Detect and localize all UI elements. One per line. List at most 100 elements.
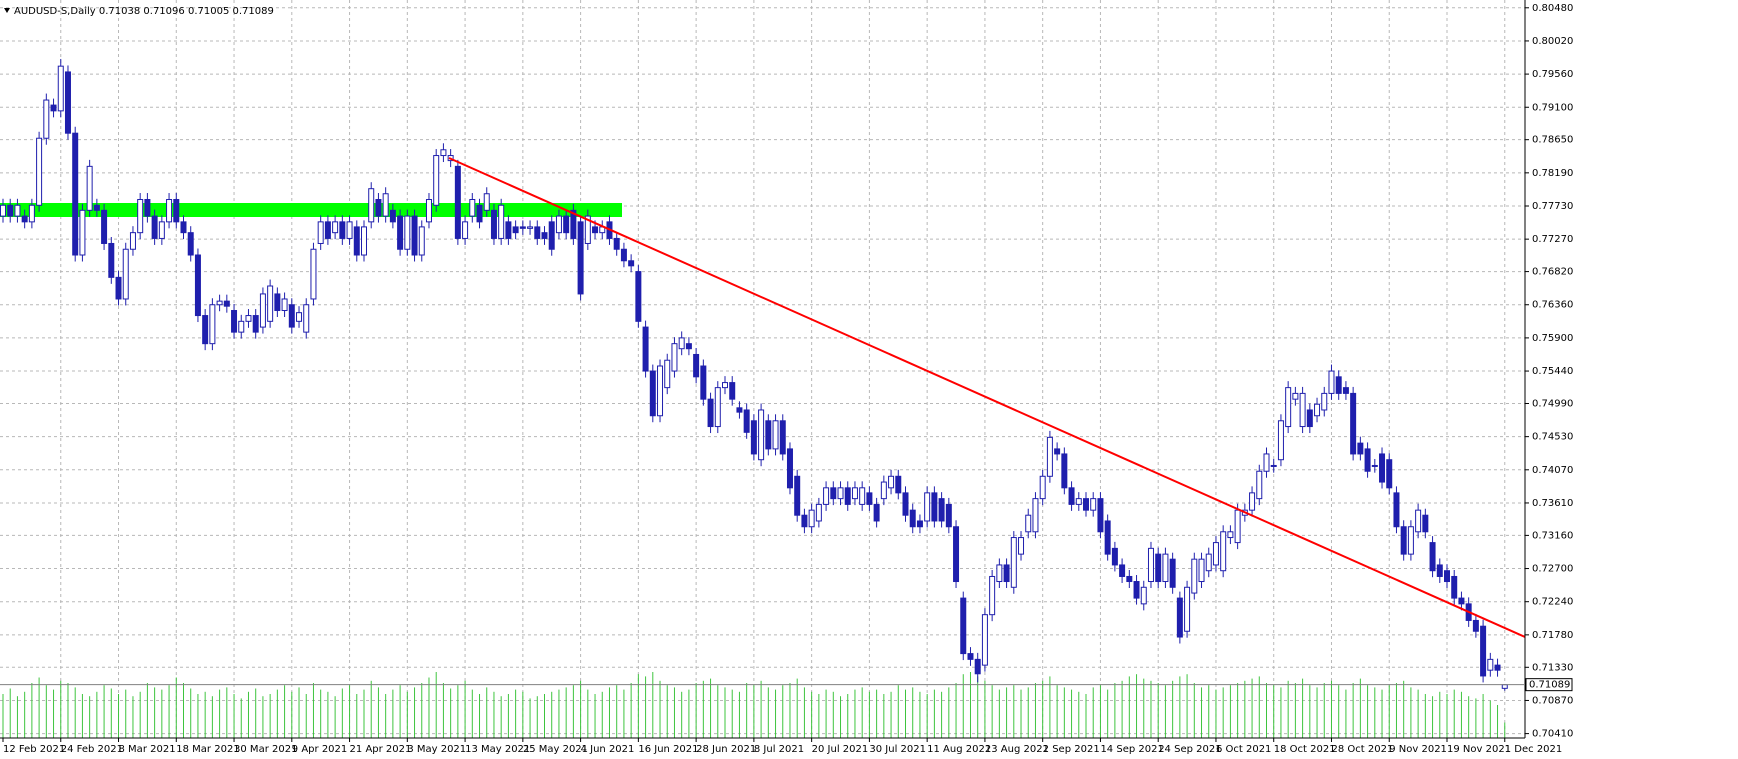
candle-body xyxy=(1032,498,1039,533)
candle-body xyxy=(534,226,541,239)
candle-body xyxy=(1212,542,1219,566)
candle-body xyxy=(404,215,411,250)
candle-body xyxy=(1083,498,1089,511)
candle-body xyxy=(173,199,180,223)
y-tick-label: 0.79560 xyxy=(1532,69,1573,80)
candle-body xyxy=(512,226,519,234)
y-tick-label: 0.73610 xyxy=(1532,498,1573,509)
candle-body xyxy=(664,359,671,389)
x-tick-label: 19 Nov 2021 xyxy=(1447,744,1511,755)
title-open: 0.71038 xyxy=(99,6,140,17)
trend-line xyxy=(448,157,1526,638)
candle-body xyxy=(1184,586,1191,632)
candle-body xyxy=(267,285,274,322)
title-close: 0.71089 xyxy=(233,6,274,17)
candle-body xyxy=(129,232,136,250)
candle-body xyxy=(21,215,28,223)
x-tick-label: 3 May 2021 xyxy=(407,744,466,755)
candle-body xyxy=(64,71,71,134)
candle-body xyxy=(1068,487,1075,505)
candle-body xyxy=(180,221,187,234)
candle-body xyxy=(274,293,281,312)
candle-body xyxy=(238,320,245,333)
candle-body xyxy=(1090,498,1097,511)
candle-body xyxy=(960,597,967,655)
candle-body xyxy=(750,420,757,455)
candle-body xyxy=(476,204,483,223)
x-tick-label: 25 May 2021 xyxy=(523,744,588,755)
candle-body xyxy=(425,199,432,223)
candle-body xyxy=(252,315,259,333)
y-tick-label: 0.74990 xyxy=(1532,398,1573,409)
candle-body xyxy=(281,298,288,312)
candle-body xyxy=(685,343,692,350)
candle-body xyxy=(151,215,158,239)
x-tick-label: 24 Sep 2021 xyxy=(1158,744,1221,755)
candle-body xyxy=(1422,514,1429,533)
candle-body xyxy=(1054,448,1061,455)
candle-body xyxy=(1407,526,1414,555)
candle-body xyxy=(1256,470,1263,500)
candle-body xyxy=(888,475,895,489)
candle-body xyxy=(1140,586,1147,605)
candle-body xyxy=(166,199,173,223)
candle-body xyxy=(1429,542,1436,572)
candle-body xyxy=(1451,575,1458,599)
candle-body xyxy=(628,260,635,267)
candle-body xyxy=(974,658,981,675)
x-tick-label: 24 Feb 2021 xyxy=(61,744,123,755)
candle-body xyxy=(346,221,353,239)
y-tick-label: 0.78650 xyxy=(1532,135,1573,146)
candle-body xyxy=(1458,597,1465,605)
candle-body xyxy=(93,204,100,211)
candle-body xyxy=(1191,558,1198,594)
x-tick-label: 21 Apr 2021 xyxy=(350,744,412,755)
candle-body xyxy=(967,653,974,660)
x-tick-label: 20 Jul 2021 xyxy=(812,744,869,755)
candle-body xyxy=(1133,581,1140,599)
candle-body xyxy=(440,149,447,157)
candle-body xyxy=(584,215,591,244)
x-tick-label: 30 Jul 2021 xyxy=(869,744,926,755)
candle-body xyxy=(801,514,808,528)
candle-body xyxy=(194,254,201,317)
candle-body xyxy=(592,226,599,234)
candle-body xyxy=(953,526,960,583)
candle-body xyxy=(288,304,295,328)
candle-body xyxy=(1003,564,1010,583)
y-tick-label: 0.74070 xyxy=(1532,465,1573,476)
candle-body xyxy=(1292,392,1299,400)
candle-body xyxy=(541,232,548,239)
x-tick-label: 18 Mar 2021 xyxy=(176,744,239,755)
candle-body xyxy=(1415,509,1422,533)
candle-body xyxy=(815,503,822,522)
candle-body xyxy=(657,365,664,417)
candle-body xyxy=(57,65,64,112)
candle-body xyxy=(714,387,721,428)
axes: AUDUSD-S,Daily 0.71038 0.71096 0.71005 0… xyxy=(0,0,1573,755)
candle-body xyxy=(1249,492,1256,511)
candle-body xyxy=(1436,564,1443,577)
candle-body xyxy=(786,448,793,489)
title-symbol: AUDUSD-S,Daily xyxy=(14,6,96,17)
x-tick-label: 14 Sep 2021 xyxy=(1100,744,1163,755)
x-tick-label: 9 Nov 2021 xyxy=(1389,744,1447,755)
candle-body xyxy=(14,204,21,217)
candle-body xyxy=(1061,453,1068,489)
candle-body xyxy=(505,221,512,239)
y-tick-label: 0.75440 xyxy=(1532,366,1573,377)
candle-body xyxy=(1263,453,1270,472)
candle-body xyxy=(86,165,93,211)
price-tag-label: 0.71089 xyxy=(1529,680,1570,691)
candle-body xyxy=(245,315,252,322)
candle-body xyxy=(880,481,887,500)
candle-body xyxy=(1350,392,1357,455)
candle-body xyxy=(1357,442,1364,455)
candle-body xyxy=(945,503,952,528)
x-tick-label: 8 Mar 2021 xyxy=(119,744,176,755)
candle-body xyxy=(1321,392,1328,411)
candle-body xyxy=(1393,492,1400,528)
candle-body xyxy=(1501,684,1508,689)
y-tick-label: 0.72240 xyxy=(1532,597,1573,608)
candle-body xyxy=(324,221,331,239)
